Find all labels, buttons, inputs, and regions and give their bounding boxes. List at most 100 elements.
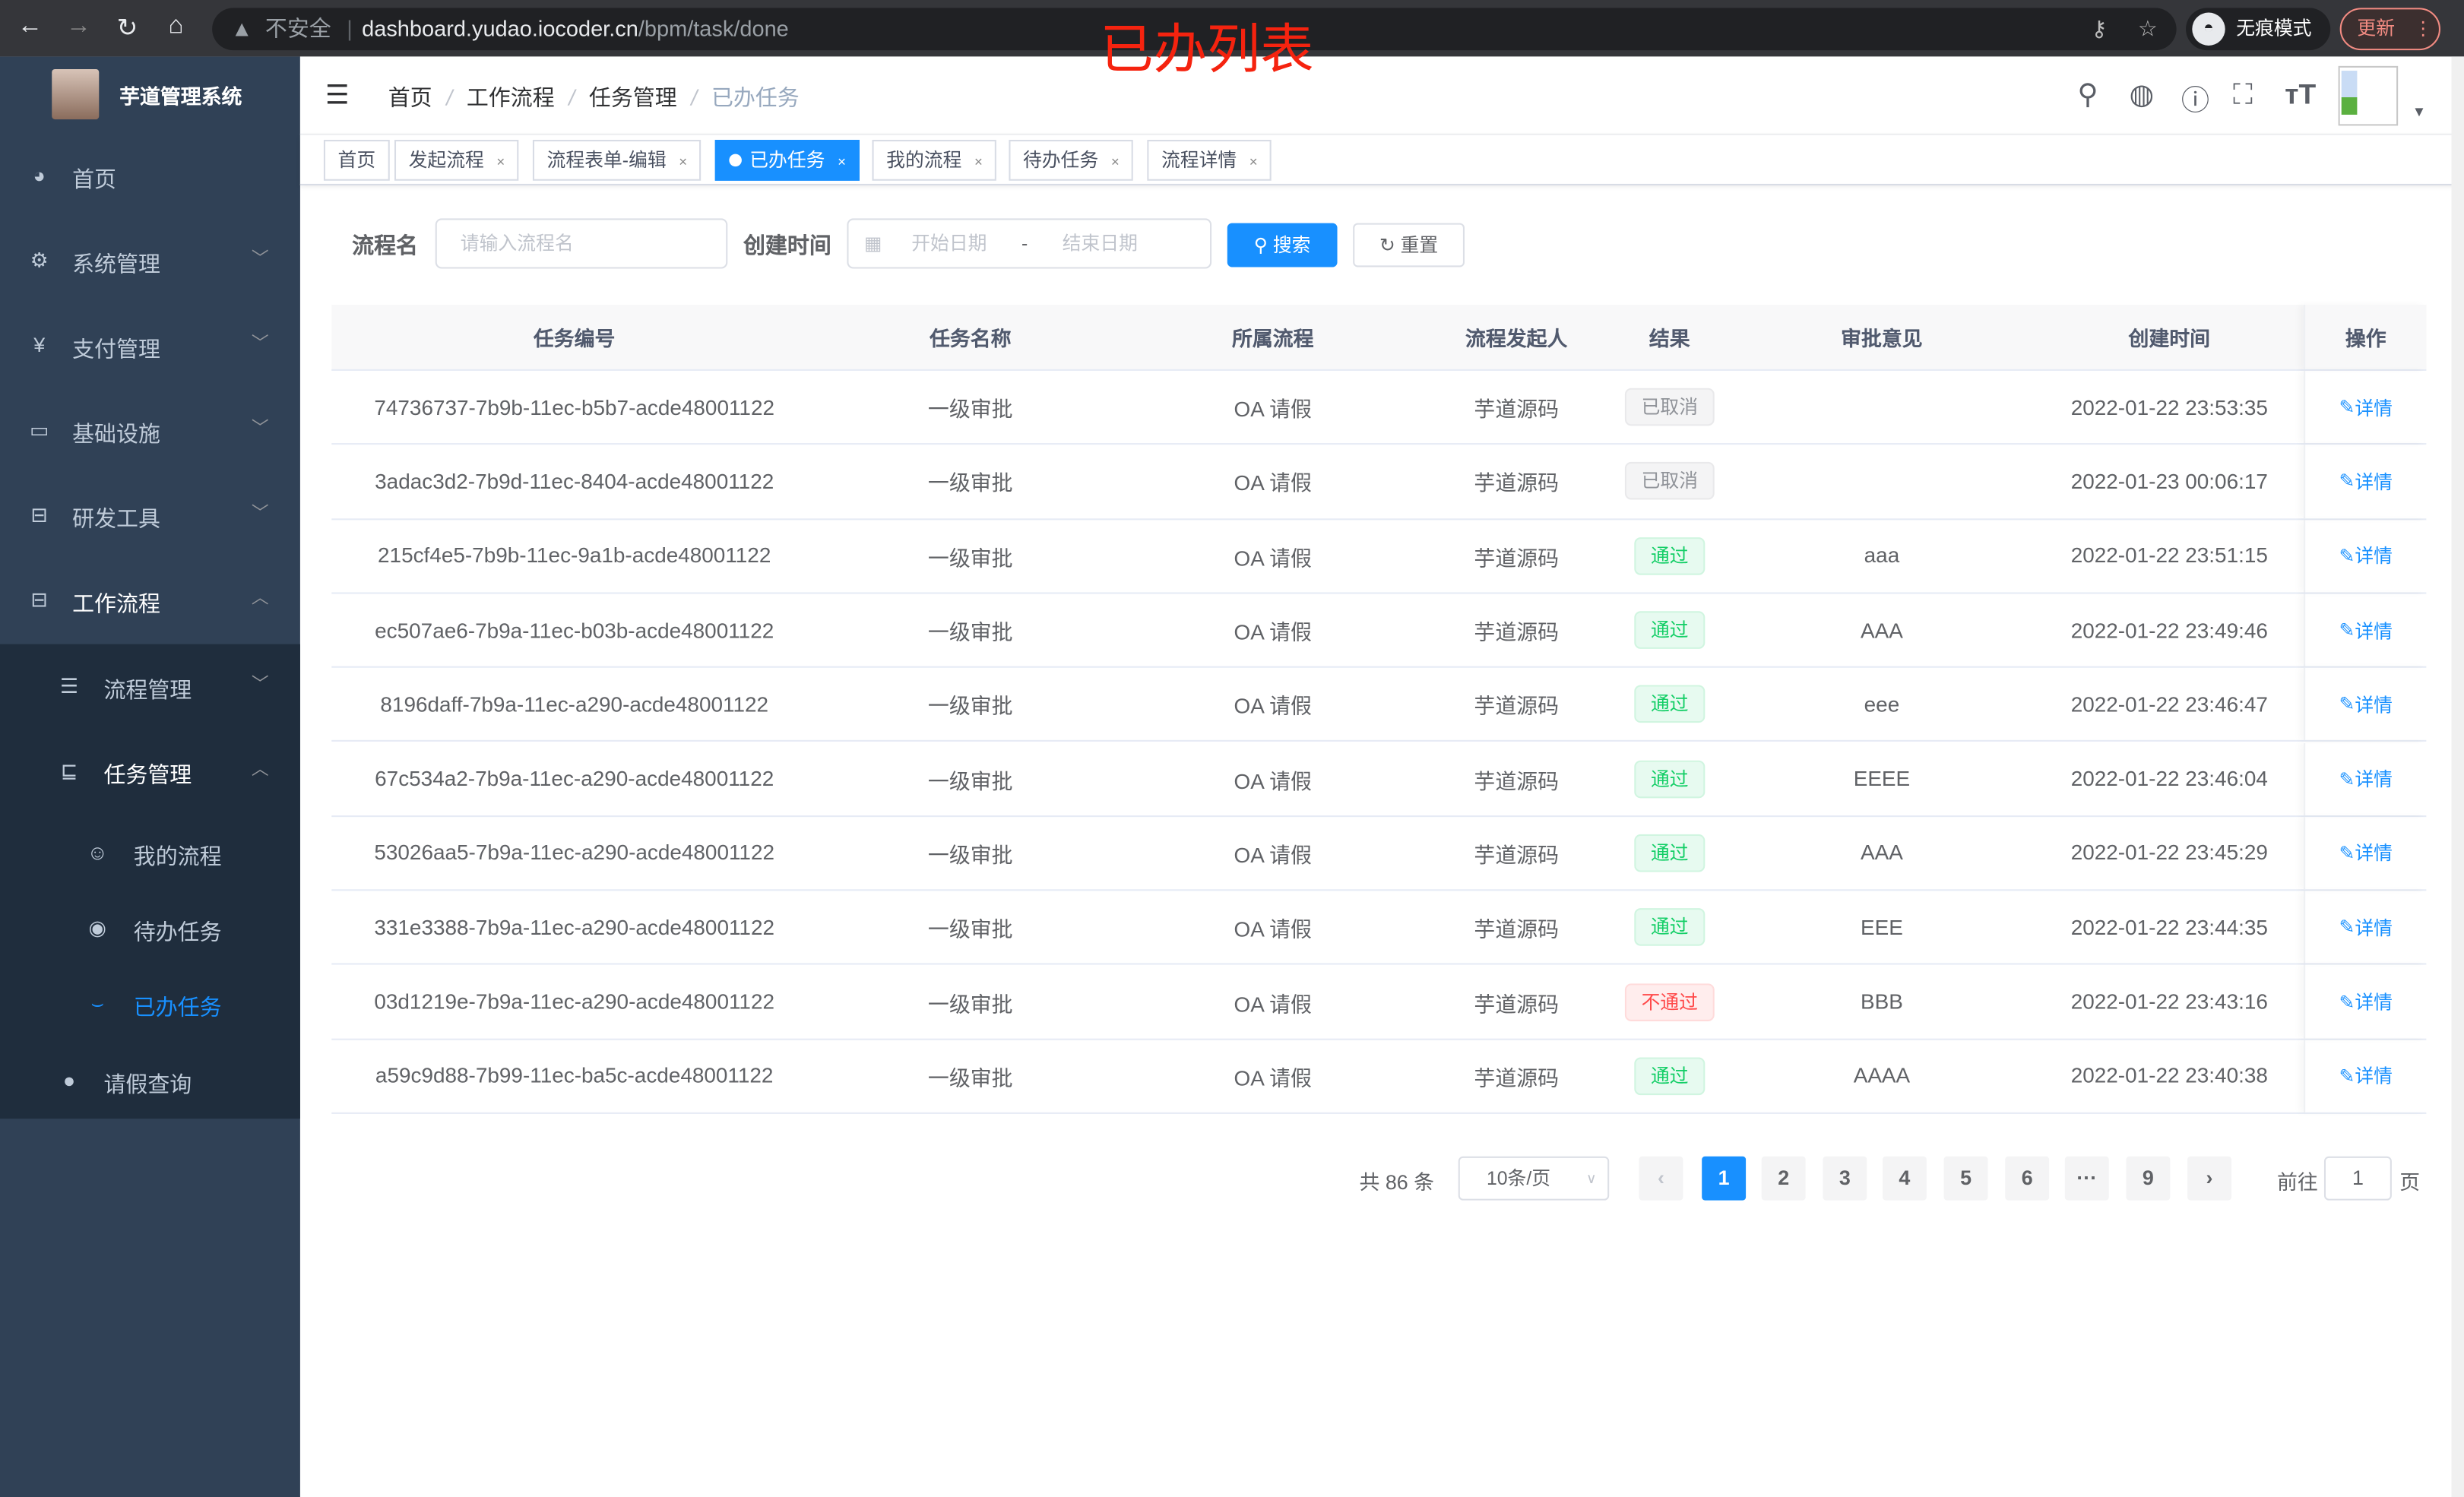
menu-label: 已办任务 <box>133 994 222 1020</box>
scrollbar[interactable] <box>2451 56 2464 1497</box>
tag-process-detail[interactable]: 流程详情 × <box>1147 140 1272 181</box>
edit-icon: ✎ <box>2339 842 2355 865</box>
page-button[interactable]: 2 <box>1761 1156 1806 1201</box>
avatar[interactable] <box>2338 65 2399 126</box>
sidebar-item-system[interactable]: ⚙ 系统管理 ﹀ <box>0 220 300 305</box>
reload-icon[interactable]: ↻ <box>116 15 138 43</box>
detail-link[interactable]: ✎ 详情 <box>2304 965 2426 1039</box>
task-name: 一级审批 <box>927 546 1013 570</box>
detail-link[interactable]: ✎ 详情 <box>2304 1040 2426 1112</box>
breadcrumb-item[interactable]: 任务管理 <box>588 84 677 110</box>
start-date-input[interactable]: 开始日期 <box>911 233 987 255</box>
detail-link[interactable]: ✎ 详情 <box>2304 742 2426 815</box>
result-cell: 通过 <box>1610 593 1728 666</box>
detail-link[interactable]: ✎ 详情 <box>2304 816 2426 890</box>
task-name: 一级审批 <box>927 472 1013 496</box>
sidebar-item-leave[interactable]: ● 请假查询 <box>0 1040 300 1125</box>
star-icon[interactable]: ☆ <box>2137 15 2158 41</box>
process-name: OA 请假 <box>1234 843 1312 868</box>
close-icon[interactable]: × <box>1110 153 1120 170</box>
forward-icon[interactable]: → <box>65 12 91 40</box>
detail-link[interactable]: ✎ 详情 <box>2304 445 2426 518</box>
address-bar[interactable]: ▲ 不安全 | dashboard.yudao.iocoder.cn/bpm/ta… <box>212 8 2177 51</box>
prev-page-button[interactable]: ‹ <box>1639 1156 1683 1201</box>
fullscreen-icon[interactable]: ⛶ <box>2233 78 2253 110</box>
detail-link[interactable]: ✎ 详情 <box>2304 668 2426 741</box>
list-icon: ☰ <box>59 674 79 698</box>
page-button[interactable]: 1 <box>1702 1156 1747 1201</box>
detail-link[interactable]: ✎ 详情 <box>2304 891 2426 964</box>
breadcrumb-item[interactable]: 工作流程 <box>466 84 555 110</box>
menu-label: 流程管理 <box>103 677 192 703</box>
starter: 芋道源码 <box>1474 769 1560 793</box>
tag-done-tasks[interactable]: 已办任务 × <box>714 140 860 181</box>
tag-form-edit[interactable]: 流程表单-编辑 × <box>532 140 702 181</box>
next-page-button[interactable]: › <box>2187 1156 2231 1201</box>
close-icon[interactable]: × <box>679 153 688 170</box>
tag-home[interactable]: 首页 <box>323 140 390 181</box>
goto-page-input[interactable]: 1 <box>2323 1156 2392 1201</box>
page-button[interactable]: 3 <box>1823 1156 1867 1201</box>
hamburger-icon[interactable]: ☰ <box>325 80 350 110</box>
page-button[interactable]: 5 <box>1943 1156 1988 1201</box>
create-time: 2022-01-22 23:46:04 <box>2070 767 2268 791</box>
task-name: 一级审批 <box>927 769 1013 793</box>
menu-label: 工作流程 <box>72 590 160 616</box>
font-size-icon[interactable]: тT <box>2285 78 2317 110</box>
detail-link[interactable]: ✎ 详情 <box>2304 593 2426 667</box>
close-icon[interactable]: × <box>496 153 505 170</box>
page-size-select[interactable]: 10条/页 ∨ <box>1458 1156 1610 1201</box>
chevron-down-icon: ∨ <box>1586 1170 1597 1187</box>
tag-todo[interactable]: 待办任务 × <box>1009 140 1134 181</box>
comment <box>1728 445 2035 518</box>
goto-value: 1 <box>2352 1166 2364 1190</box>
key-icon[interactable]: ⚷ <box>2091 15 2108 41</box>
task-name: 一级审批 <box>927 695 1013 719</box>
detail-link[interactable]: ✎ 详情 <box>2304 519 2426 593</box>
sidebar-item-home[interactable]: ◕ 首页 <box>0 135 300 220</box>
search-button[interactable]: ⚲ 搜索 <box>1227 223 1338 267</box>
annotation-title: 已办列表 <box>1100 18 1314 82</box>
task-name: 一级审批 <box>927 843 1013 868</box>
sidebar-item-pay[interactable]: ¥ 支付管理 ﹀ <box>0 305 300 390</box>
search-icon[interactable]: ⚲ <box>2077 78 2098 110</box>
sidebar-item-todo[interactable]: ◉ 待办任务 <box>0 888 300 963</box>
result-badge: 通过 <box>1635 834 1705 872</box>
result-badge: 通过 <box>1635 611 1705 649</box>
github-icon[interactable]: ◍ <box>2129 78 2155 110</box>
comment: BBB <box>1861 989 1903 1014</box>
sidebar-item-process-manage[interactable]: ☰ 流程管理 ﹀ <box>0 646 300 731</box>
starter: 芋道源码 <box>1474 397 1560 422</box>
incognito-badge[interactable]: ◓ 无痕模式 <box>2186 8 2331 51</box>
help-icon[interactable]: ⓘ <box>2181 84 2210 117</box>
page-button[interactable]: ··· <box>2064 1156 2109 1201</box>
home-icon[interactable]: ⌂ <box>168 12 184 40</box>
reset-button[interactable]: ↻ 重置 <box>1353 223 1465 267</box>
back-icon[interactable]: ← <box>17 12 43 40</box>
end-date-input[interactable]: 结束日期 <box>1062 233 1138 255</box>
sidebar-item-done[interactable]: ⌣ 已办任务 <box>0 963 300 1038</box>
close-icon[interactable]: × <box>838 153 846 170</box>
page-button[interactable]: 4 <box>1882 1156 1927 1201</box>
logo[interactable]: 芋道管理系统 <box>0 56 300 135</box>
close-icon[interactable]: × <box>1249 153 1258 170</box>
caret-down-icon[interactable]: ▼ <box>2412 103 2427 120</box>
sidebar-item-infra[interactable]: ▭ 基础设施 ﹀ <box>0 390 300 475</box>
process-name-input[interactable]: 请输入流程名 <box>435 218 728 269</box>
close-icon[interactable]: × <box>974 153 983 170</box>
sidebar-item-my-process[interactable]: ☺ 我的流程 <box>0 812 300 888</box>
table-header: 任务编号 任务名称 所属流程 流程发起人 结果 审批意见 创建时间 操作 <box>331 305 2427 371</box>
update-button[interactable]: 更新 ⋮ <box>2339 8 2440 51</box>
breadcrumb-item[interactable]: 首页 <box>388 84 432 110</box>
detail-link[interactable]: ✎ 详情 <box>2304 370 2426 444</box>
date-range-picker[interactable]: ▦ 开始日期 - 结束日期 <box>847 218 1212 269</box>
tag-my-process[interactable]: 我的流程 × <box>872 140 997 181</box>
sidebar-item-workflow[interactable]: ⊟ 工作流程 ︿ <box>0 559 300 644</box>
sidebar-item-devtools[interactable]: ⊟ 研发工具 ﹀ <box>0 474 300 559</box>
page-button[interactable]: 6 <box>2005 1156 2050 1201</box>
tag-start-process[interactable]: 发起流程 × <box>394 140 519 181</box>
process-name: OA 请假 <box>1234 1066 1312 1090</box>
page-button[interactable]: 9 <box>2126 1156 2171 1201</box>
sidebar-item-task-manage[interactable]: ⊑ 任务管理 ︿ <box>0 730 300 815</box>
starter: 芋道源码 <box>1474 472 1560 496</box>
